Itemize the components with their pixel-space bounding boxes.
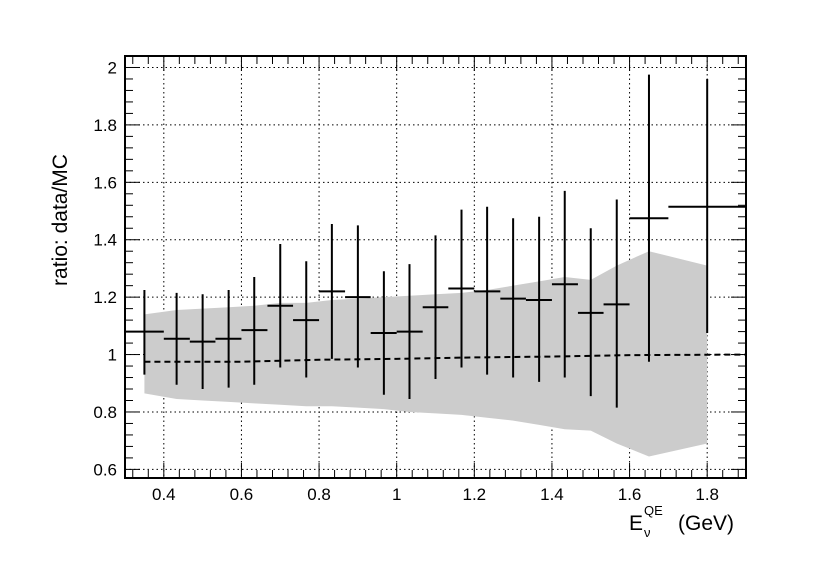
y-tick-labels: 0.6 0.8 1 1.2 1.4 1.6 1.8 2 (93, 58, 117, 479)
y-tick-label: 1.4 (93, 231, 117, 250)
data-point (551, 190, 578, 378)
x-tick-label: 1 (392, 485, 401, 504)
y-tick-label: 1.2 (93, 288, 117, 307)
x-tick-labels: 0.4 0.6 0.8 1 1.2 1.4 1.6 1.8 (152, 485, 719, 504)
y-tick-label: 0.6 (93, 460, 117, 479)
x-axis-title-superscript: QE (644, 503, 663, 518)
axis-ticks (125, 55, 746, 478)
data-point (629, 74, 669, 362)
data-point (241, 277, 268, 385)
y-tick-label: 1.8 (93, 116, 117, 135)
uncertainty-band (144, 251, 708, 457)
x-axis-title-subscript: ν (644, 525, 651, 540)
data-point (422, 235, 449, 379)
data-point (267, 244, 294, 368)
x-tick-label: 1.4 (540, 485, 564, 504)
data-point (448, 209, 475, 368)
data-point (189, 294, 216, 390)
data-point (345, 225, 371, 368)
uncertainty-band-area (144, 251, 708, 457)
y-tick-label: 0.8 (93, 403, 117, 422)
x-axis-title-symbol: E (629, 512, 643, 535)
data-point (215, 289, 242, 388)
data-point (603, 199, 630, 408)
x-tick-label: 1.8 (695, 485, 719, 504)
data-point (668, 78, 746, 334)
x-tick-label: 0.8 (307, 485, 331, 504)
y-tick-label: 1 (108, 346, 117, 365)
y-tick-label: 2 (108, 58, 117, 77)
data-point (319, 223, 346, 359)
data-point (370, 271, 397, 395)
data-point (577, 228, 604, 397)
x-tick-label: 1.2 (462, 485, 486, 504)
x-tick-label: 0.4 (152, 485, 176, 504)
x-tick-label: 0.6 (230, 485, 254, 504)
data-points (125, 74, 746, 408)
y-tick-label: 1.6 (93, 173, 117, 192)
x-axis-title: E QE ν (GeV) (629, 503, 734, 540)
x-tick-label: 1.6 (618, 485, 642, 504)
data-point (163, 292, 190, 385)
data-point (525, 216, 552, 382)
plot-frame (124, 55, 747, 479)
x-axis-title-unit: (GeV) (678, 512, 734, 535)
data-point (293, 261, 320, 378)
data-point (396, 264, 423, 400)
data-point (500, 218, 526, 378)
data-point (474, 206, 501, 375)
y-axis-title: ratio: data/MC (49, 154, 72, 286)
